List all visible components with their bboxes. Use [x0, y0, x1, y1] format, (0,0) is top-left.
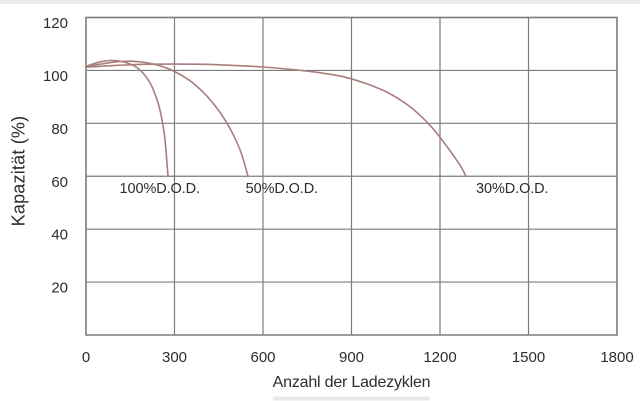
curve-100-dod: [85, 59, 169, 178]
y-tick-label: 80: [51, 121, 68, 138]
curve-30-dod: [85, 63, 467, 178]
x-tick-label: 600: [250, 349, 275, 366]
y-tick-label: 120: [43, 15, 68, 32]
x-tick-label: 300: [162, 349, 187, 366]
dod-annotation: 30%D.O.D.: [476, 181, 548, 197]
curve-50-dod: [85, 60, 249, 178]
dod-annotation: 50%D.O.D.: [246, 181, 318, 197]
y-tick-label: 40: [51, 227, 68, 244]
x-axis-title: Anzahl der Ladezyklen: [272, 374, 431, 391]
window-edge-strip: [0, 0, 640, 4]
y-axis-title: Kapazität (%): [8, 115, 29, 227]
y-tick-label: 20: [51, 280, 68, 297]
x-tick-label: 900: [339, 349, 364, 366]
plot-border: [85, 16, 618, 336]
x-tick-label: 1800: [600, 349, 633, 366]
dod-annotation: 100%D.O.D.: [120, 181, 200, 197]
x-tick-label: 1200: [423, 349, 456, 366]
y-tick-label: 100: [43, 68, 68, 85]
cropped-text-artifact: [273, 397, 430, 400]
x-tick-label: 0: [82, 349, 90, 366]
x-tick-label: 1500: [512, 349, 545, 366]
y-tick-label: 60: [51, 174, 68, 191]
